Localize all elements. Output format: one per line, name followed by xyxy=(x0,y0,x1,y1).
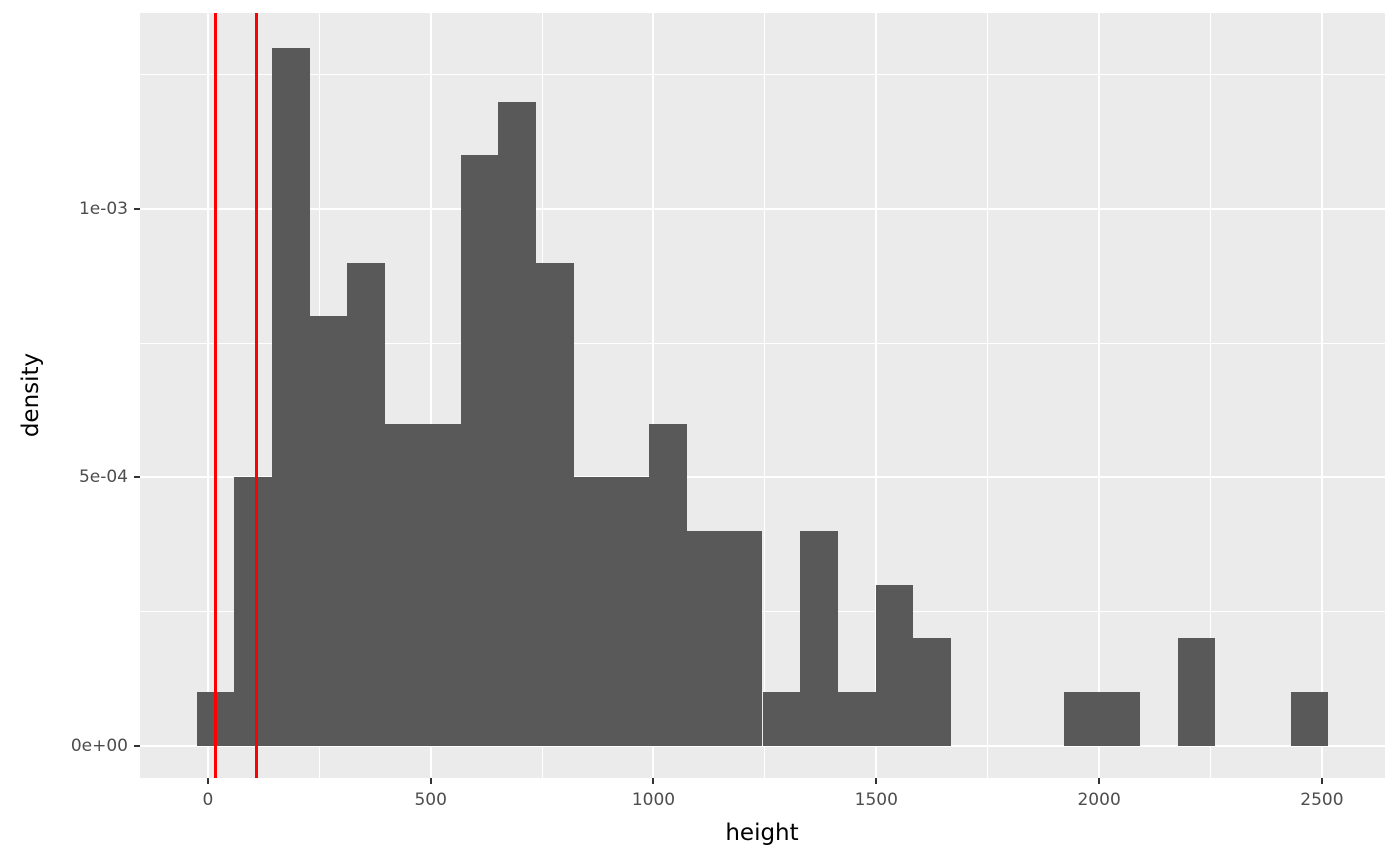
x-tick-label: 1500 xyxy=(854,790,898,810)
y-axis-tick xyxy=(134,744,140,747)
histogram-bar xyxy=(498,101,537,746)
histogram-bar xyxy=(649,423,688,746)
y-minor-gridline xyxy=(140,342,1385,344)
x-axis-tick xyxy=(1098,778,1101,784)
x-tick-label: 1000 xyxy=(631,790,676,810)
histogram-bar xyxy=(800,531,838,746)
histogram-bar xyxy=(724,531,763,746)
y-tick-label: 5e-04 xyxy=(78,467,128,488)
reference-vline xyxy=(214,13,218,778)
y-minor-gridline xyxy=(140,74,1385,76)
y-tick-label: 0e+00 xyxy=(70,735,128,756)
histogram-bar xyxy=(611,477,650,746)
histogram-bar xyxy=(309,316,348,746)
y-axis-tick xyxy=(134,207,140,210)
x-major-gridline xyxy=(429,13,432,778)
x-tick-label: 0 xyxy=(202,790,214,810)
histogram-bar xyxy=(762,692,801,746)
histogram-bar xyxy=(536,262,574,746)
histogram-bar xyxy=(913,638,952,746)
x-tick-label: 2500 xyxy=(1300,790,1344,810)
histogram-bar xyxy=(460,155,499,746)
histogram-bar xyxy=(1064,692,1102,746)
histogram-bar xyxy=(875,584,914,746)
x-tick-label: 2000 xyxy=(1077,790,1121,810)
reference-vline xyxy=(255,13,259,778)
histogram-bar xyxy=(687,531,725,746)
histogram-bar xyxy=(234,477,273,746)
histogram-bar xyxy=(272,47,310,746)
x-axis-tick xyxy=(1320,778,1323,784)
y-axis-tick xyxy=(134,476,140,479)
x-major-gridline xyxy=(875,13,878,778)
y-major-gridline xyxy=(140,744,1385,747)
histogram-bar xyxy=(1177,638,1216,746)
x-minor-gridline xyxy=(764,13,766,778)
y-major-gridline xyxy=(140,476,1385,479)
x-major-gridline xyxy=(1320,13,1323,778)
histogram-bar xyxy=(347,262,386,746)
y-minor-gridline xyxy=(140,611,1385,613)
x-axis-tick xyxy=(652,778,655,784)
histogram-bar xyxy=(573,477,612,746)
histogram-bar xyxy=(385,423,423,746)
x-axis-tick xyxy=(429,778,432,784)
histogram-bar xyxy=(1290,692,1329,746)
y-tick-label: 1e-03 xyxy=(78,198,128,219)
x-major-gridline xyxy=(1098,13,1101,778)
x-major-gridline xyxy=(652,13,655,778)
x-axis-tick xyxy=(206,778,209,784)
x-minor-gridline xyxy=(1210,13,1212,778)
x-axis-title: height xyxy=(725,820,799,846)
x-major-gridline xyxy=(206,13,209,778)
y-axis-title: density xyxy=(18,352,44,438)
x-tick-label: 500 xyxy=(414,790,447,810)
x-minor-gridline xyxy=(987,13,989,778)
y-major-gridline xyxy=(140,207,1385,210)
histogram-bar xyxy=(1102,692,1140,746)
plot-panel xyxy=(140,13,1385,778)
histogram-bar xyxy=(422,423,461,746)
x-axis-tick xyxy=(875,778,878,784)
histogram-bar xyxy=(837,692,876,746)
